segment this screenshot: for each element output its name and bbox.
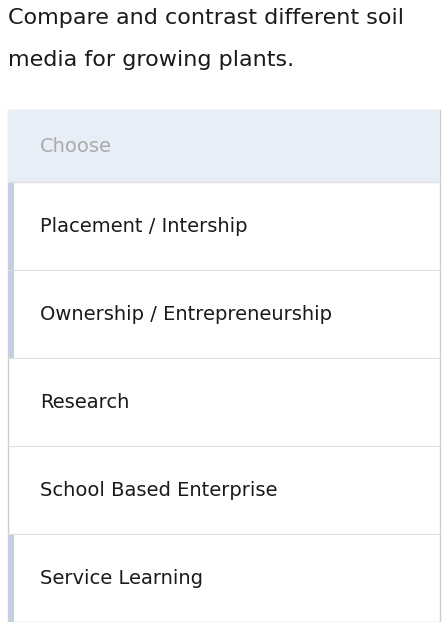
Text: School Based Enterprise: School Based Enterprise [40,481,278,499]
Bar [8,270,14,358]
Text: Ownership / Entrepreneurship: Ownership / Entrepreneurship [40,305,332,323]
Text: Research: Research [40,392,129,412]
Text: media for growing plants.: media for growing plants. [8,50,294,70]
Text: Choose: Choose [40,136,112,156]
Text: Compare and contrast different soil: Compare and contrast different soil [8,8,404,28]
Bar [8,534,14,622]
Bar [8,182,14,270]
Bar [8,110,440,182]
Text: Service Learning: Service Learning [40,569,203,588]
Bar [8,110,440,622]
Text: Placement / Intership: Placement / Intership [40,216,248,236]
